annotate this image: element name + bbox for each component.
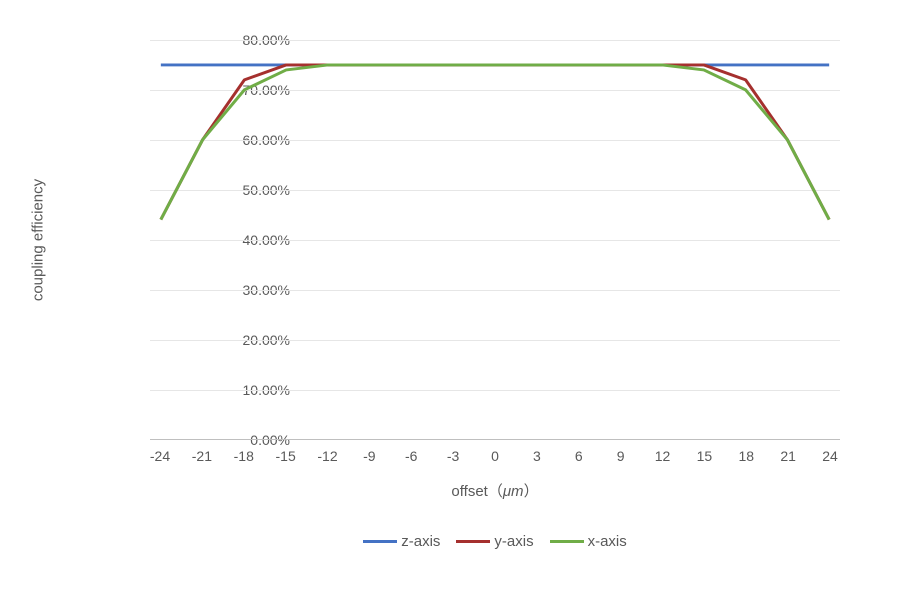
chart-legend: z-axis y-axis x-axis <box>150 530 840 550</box>
x-tick-label: 21 <box>770 448 806 464</box>
legend-item-z-axis: z-axis <box>363 533 440 550</box>
legend-item-y-axis: y-axis <box>456 533 533 550</box>
x-tick-label: -21 <box>184 448 220 464</box>
x-tick-label: 12 <box>645 448 681 464</box>
x-tick-label: 9 <box>603 448 639 464</box>
x-tick-label: 0 <box>477 448 513 464</box>
legend-swatch <box>363 540 397 543</box>
coupling-efficiency-chart: 0.00% 10.00% 20.00% 30.00% 40.00% 50.00%… <box>30 20 870 580</box>
legend-item-x-axis: x-axis <box>550 533 627 550</box>
legend-swatch <box>456 540 490 543</box>
x-axis-title-unit: μm <box>503 483 524 500</box>
x-tick-label: 18 <box>728 448 764 464</box>
legend-label: z-axis <box>401 533 440 550</box>
y-axis-title: coupling efficiency <box>30 179 47 301</box>
legend-swatch <box>550 540 584 543</box>
x-axis-title-suffix: ） <box>524 483 539 500</box>
x-tick-label: 6 <box>561 448 597 464</box>
x-tick-label: -18 <box>226 448 262 464</box>
x-axis-title-prefix: offset（ <box>451 483 502 500</box>
x-tick-label: -6 <box>393 448 429 464</box>
series-line-x-axis <box>161 65 829 220</box>
x-tick-label: -24 <box>142 448 178 464</box>
x-tick-label: -12 <box>310 448 346 464</box>
x-tick-label: 15 <box>686 448 722 464</box>
x-tick-label: 24 <box>812 448 848 464</box>
x-tick-label: -15 <box>268 448 304 464</box>
x-tick-label: -9 <box>351 448 387 464</box>
x-axis-title: offset（μm） <box>150 480 840 501</box>
legend-label: x-axis <box>588 533 627 550</box>
chart-lines-svg <box>150 40 840 439</box>
plot-area <box>150 40 840 440</box>
x-tick-label: 3 <box>519 448 555 464</box>
x-tick-label: -3 <box>435 448 471 464</box>
series-line-y-axis <box>161 65 829 220</box>
legend-label: y-axis <box>494 533 533 550</box>
